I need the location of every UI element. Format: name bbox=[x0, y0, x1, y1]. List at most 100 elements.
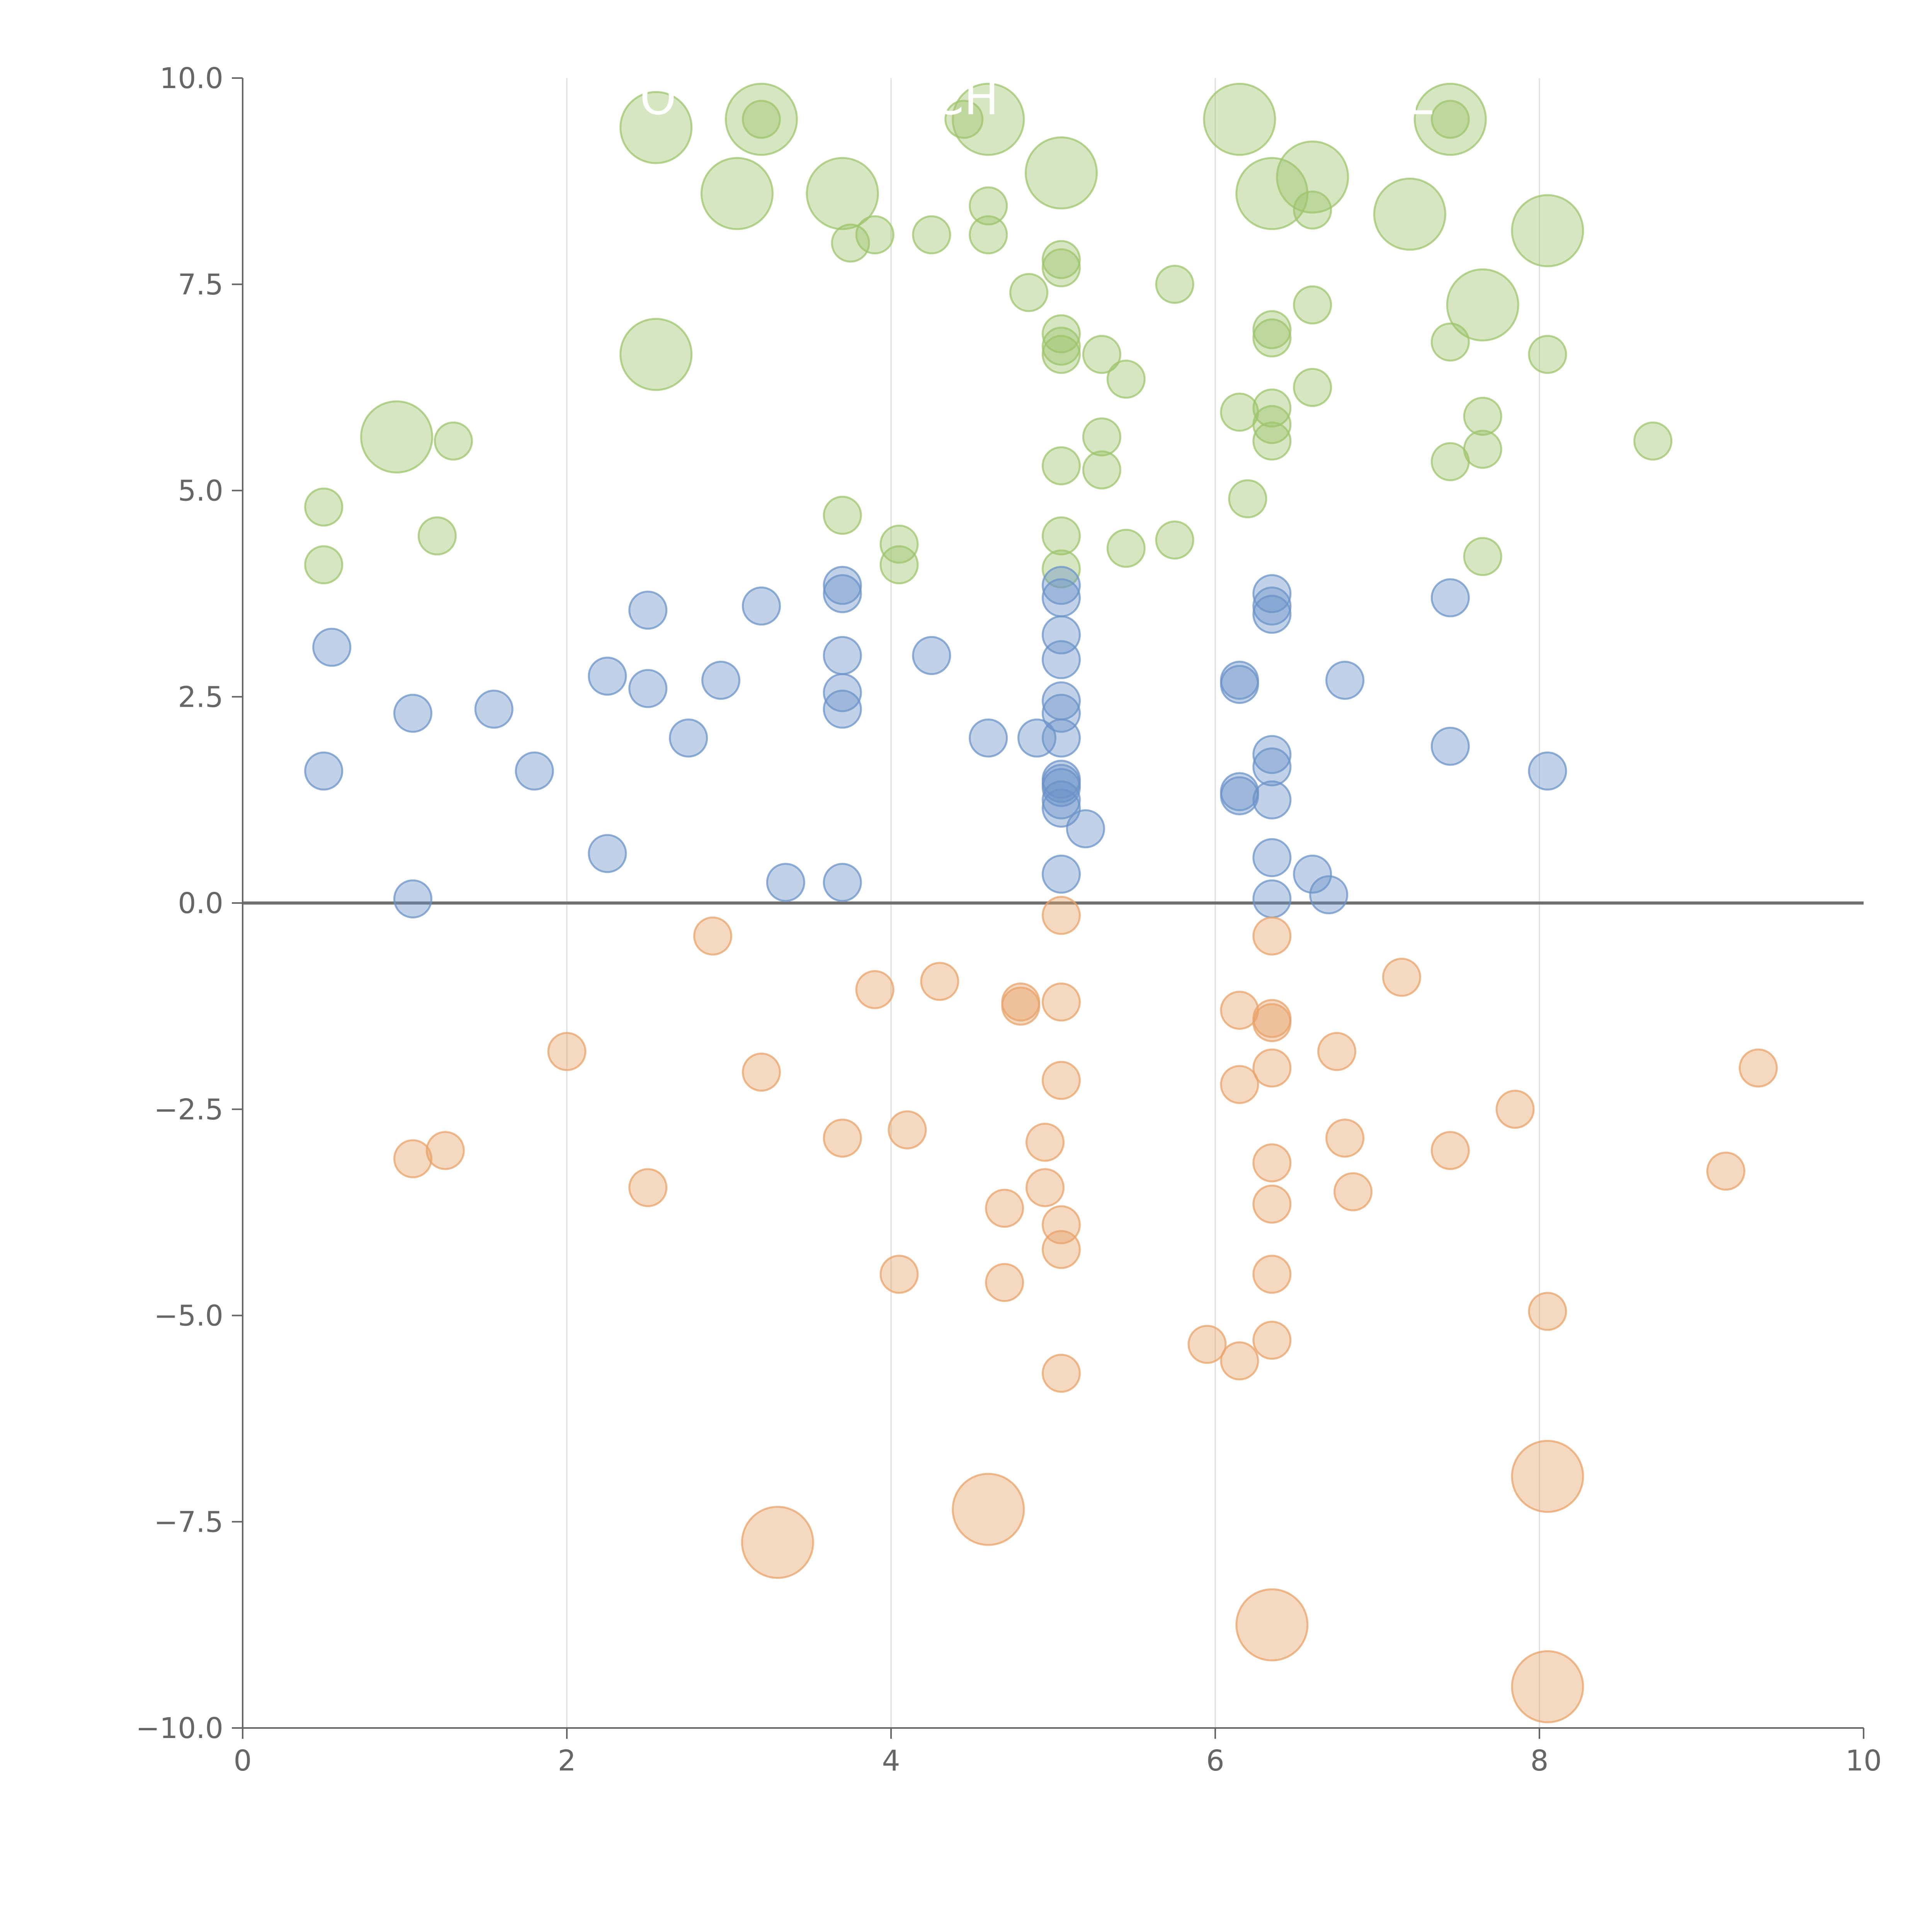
axes: 0 2 4 6 8 10 10.0 7.5 5.0 2.5 0.0 −2.5 −5.0 −7.5 −10.0 bbox=[136, 62, 1882, 1777]
data-point bbox=[806, 157, 879, 230]
annotation-label: CH bbox=[932, 71, 999, 125]
data-point bbox=[393, 1139, 432, 1179]
data-point bbox=[1203, 83, 1276, 156]
data-point bbox=[1041, 446, 1081, 485]
data-point bbox=[969, 186, 1008, 226]
data-point bbox=[1220, 776, 1259, 815]
data-point bbox=[1041, 335, 1081, 374]
data-point bbox=[434, 421, 473, 461]
data-point bbox=[1220, 665, 1259, 704]
data-point bbox=[693, 916, 733, 956]
y-tick-label: −7.5 bbox=[154, 1505, 223, 1539]
data-point bbox=[1446, 268, 1519, 342]
data-point bbox=[1041, 640, 1081, 679]
data-point bbox=[1252, 735, 1292, 774]
data-point bbox=[393, 879, 432, 918]
data-point bbox=[417, 516, 457, 556]
data-point bbox=[701, 661, 741, 700]
data-point bbox=[1293, 190, 1332, 230]
data-point bbox=[1511, 1440, 1584, 1513]
data-point bbox=[1252, 1255, 1292, 1294]
data-point bbox=[1155, 265, 1194, 304]
data-point bbox=[920, 962, 959, 1001]
data-point bbox=[742, 1053, 781, 1092]
y-tick-label: 2.5 bbox=[178, 680, 223, 714]
data-point bbox=[1633, 421, 1673, 461]
data-point bbox=[1041, 248, 1081, 287]
data-point bbox=[360, 400, 434, 474]
annotation-label: EL bbox=[1378, 71, 1433, 125]
data-point bbox=[1041, 1230, 1081, 1269]
data-point bbox=[1041, 327, 1081, 366]
data-point bbox=[547, 1032, 587, 1071]
data-point bbox=[888, 1110, 927, 1150]
data-point bbox=[1528, 335, 1567, 374]
data-point bbox=[1252, 388, 1292, 428]
data-point bbox=[1041, 314, 1081, 354]
data-point bbox=[1106, 529, 1146, 568]
data-point bbox=[628, 669, 668, 708]
data-point bbox=[823, 636, 862, 675]
data-point bbox=[304, 545, 344, 585]
data-point bbox=[879, 524, 919, 564]
data-point bbox=[1430, 442, 1470, 481]
data-point bbox=[855, 970, 895, 1009]
data-point bbox=[304, 751, 344, 791]
data-point bbox=[985, 1189, 1024, 1228]
data-point bbox=[912, 636, 951, 675]
data-point bbox=[588, 834, 627, 873]
data-point bbox=[1511, 194, 1584, 267]
data-point bbox=[742, 586, 781, 626]
x-tick-label: 10 bbox=[1845, 1744, 1882, 1777]
data-point bbox=[1082, 450, 1121, 490]
data-points bbox=[304, 83, 1778, 1723]
data-point bbox=[1528, 1292, 1567, 1331]
data-point bbox=[742, 100, 781, 139]
data-point bbox=[1066, 809, 1105, 849]
data-point bbox=[1252, 421, 1292, 461]
data-point bbox=[1430, 100, 1470, 139]
data-point bbox=[700, 157, 774, 230]
data-point bbox=[1309, 875, 1349, 915]
data-point bbox=[969, 215, 1008, 255]
data-point bbox=[1220, 1065, 1259, 1104]
data-point bbox=[1041, 780, 1081, 820]
data-point bbox=[1026, 1122, 1065, 1162]
data-point bbox=[952, 1473, 1025, 1546]
series-middle bbox=[304, 566, 1567, 918]
data-point bbox=[1026, 1168, 1065, 1208]
y-tick-label: −10.0 bbox=[136, 1712, 223, 1745]
data-point bbox=[1252, 1003, 1292, 1043]
grid-lines bbox=[243, 78, 1864, 1728]
data-point bbox=[823, 689, 862, 729]
data-point bbox=[912, 215, 951, 255]
data-point bbox=[1430, 578, 1470, 617]
data-point bbox=[1495, 1090, 1535, 1129]
data-point bbox=[619, 318, 693, 391]
data-point bbox=[1082, 417, 1121, 457]
data-point bbox=[823, 1118, 862, 1158]
data-point bbox=[1252, 310, 1292, 349]
data-point bbox=[1082, 335, 1121, 374]
y-tick-label: 10.0 bbox=[160, 62, 223, 95]
data-point bbox=[1024, 136, 1098, 210]
x-tick-label: 2 bbox=[558, 1744, 576, 1777]
data-point bbox=[855, 215, 895, 255]
data-point bbox=[1001, 986, 1041, 1026]
data-point bbox=[1333, 1172, 1373, 1211]
data-point bbox=[1252, 1321, 1292, 1360]
data-point bbox=[304, 487, 344, 527]
data-point bbox=[1463, 537, 1502, 576]
data-point bbox=[1106, 359, 1146, 399]
data-point bbox=[669, 718, 708, 758]
data-point bbox=[588, 656, 627, 696]
data-point bbox=[1041, 549, 1081, 588]
data-point bbox=[724, 83, 798, 156]
data-point bbox=[831, 223, 870, 263]
data-point bbox=[766, 863, 805, 902]
y-tick-label: −5.0 bbox=[154, 1299, 223, 1333]
data-point bbox=[879, 545, 919, 585]
data-point bbox=[1293, 368, 1332, 407]
data-point bbox=[1235, 1588, 1309, 1662]
data-point bbox=[879, 1255, 919, 1294]
